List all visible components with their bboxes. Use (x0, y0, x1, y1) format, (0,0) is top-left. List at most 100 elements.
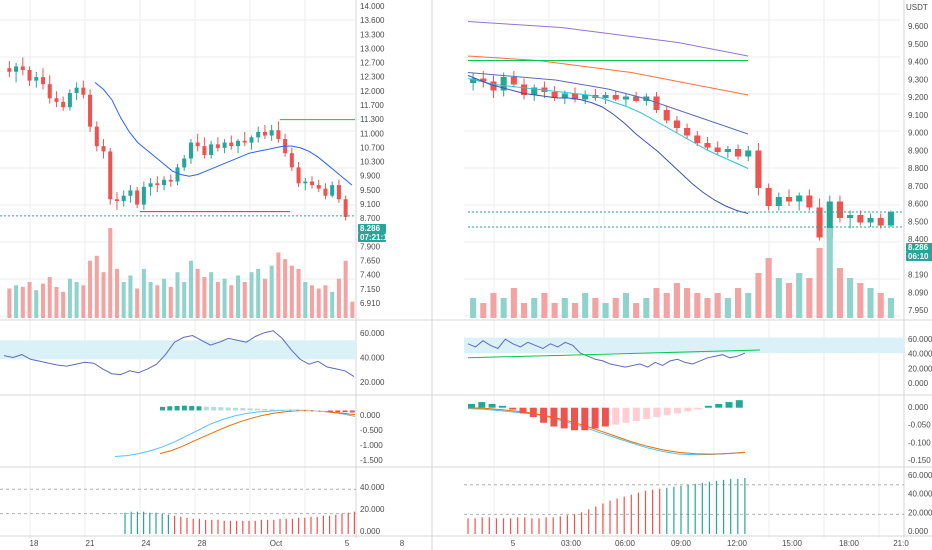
macd-axis-label: -0.050 (908, 421, 931, 430)
volume-bar (309, 285, 315, 318)
price-axis-label: 9.500 (360, 186, 381, 195)
macd-histogram-bar (488, 403, 496, 408)
candle-body (40, 77, 46, 85)
candle-body (826, 201, 833, 238)
price-axis-label: 8.090 (908, 288, 929, 297)
volume-bar (34, 290, 39, 318)
candle-body (734, 149, 742, 157)
price-axis-label: 9.400 (908, 58, 929, 67)
macd-histogram-bar (291, 410, 297, 412)
volume-bar (195, 268, 200, 318)
volume-bar (877, 293, 884, 318)
macd-histogram-bar (320, 410, 326, 412)
macd-histogram-bar (529, 407, 537, 418)
volume-bar (155, 285, 160, 318)
candle-body (269, 130, 274, 136)
price-axis-label: 8.190 (908, 271, 929, 280)
volume-bar (592, 298, 599, 318)
time-axis-label: 8 (400, 539, 405, 548)
candle-body (88, 94, 93, 127)
price-axis-label: 12.700 (360, 59, 385, 68)
volume-bar (242, 282, 247, 318)
volume-bar (141, 268, 146, 318)
volume-bar (215, 282, 220, 318)
price-axis-label: 10.300 (360, 158, 385, 167)
macd-histogram-bar (622, 407, 630, 423)
candle-body (182, 158, 187, 168)
price-axis-label: 9.300 (908, 75, 929, 84)
osc-axis-label: 60.000 (908, 471, 932, 480)
candle-body (806, 195, 813, 208)
osc-axis-label: 20.000 (360, 505, 385, 514)
macd-histogram-bar (725, 402, 733, 408)
candle-body (602, 95, 609, 98)
macd-histogram-bar (233, 407, 238, 411)
volume-bar (256, 268, 261, 318)
volume-bar (336, 278, 341, 318)
volume-bar (202, 277, 207, 318)
price-axis-label: 6.910 (360, 299, 381, 308)
osc-axis-label: 0.000 (360, 527, 381, 536)
time-axis-label: 5 (511, 539, 516, 548)
macd-histogram-bar (601, 407, 609, 427)
moving-average-line (467, 75, 749, 214)
candle-body (724, 149, 731, 152)
price-axis-label: 8.800 (908, 164, 929, 173)
rsi-band (464, 337, 904, 354)
macd-histogram-bar (704, 405, 712, 408)
macd-histogram-bar (684, 407, 692, 412)
price-axis-label: 7.650 (360, 257, 381, 266)
macd-histogram-bar (327, 410, 333, 412)
candle-body (141, 186, 146, 205)
candle-body (582, 95, 589, 100)
macd-histogram-bar (342, 410, 348, 413)
volume-bar (622, 293, 630, 318)
price-axis-label: 11.300 (360, 115, 384, 124)
volume-bar (114, 268, 119, 318)
volume-bar (785, 283, 793, 318)
last-price-tag: 8.286 (908, 243, 929, 252)
candle-body (531, 87, 538, 95)
macd-histogram-bar (181, 405, 187, 411)
volume-bar (765, 258, 772, 318)
volume-bar (81, 285, 86, 318)
macd-histogram-bar (581, 407, 589, 431)
candle-body (34, 77, 39, 81)
rsi-axis-label: 20.000 (908, 364, 932, 373)
candle-body (249, 137, 254, 143)
candle-body (168, 179, 173, 182)
countdown-tag: 06:10 (908, 252, 929, 261)
osc-axis-label: 40.000 (360, 483, 385, 492)
candle-body (673, 120, 680, 128)
volume-bar (343, 260, 348, 318)
candle-body (309, 181, 315, 186)
volume-bar (470, 298, 477, 318)
volume-bar (826, 228, 833, 318)
price-axis-label: 14.000 (360, 2, 385, 11)
candle-body (684, 128, 691, 136)
candle-body (551, 92, 558, 98)
rsi-line (3, 330, 355, 378)
candle-body (336, 185, 341, 200)
rsi-axis-label: 40.000 (360, 354, 385, 363)
candle-body (114, 199, 119, 202)
macd-histogram-bar (498, 405, 506, 408)
candle-body (755, 150, 762, 188)
chart-axes: 14.000 13.600 13.300 13.000 12.700 12.300 12.0… (30, 2, 932, 548)
candle-body (242, 140, 247, 143)
volume-bar (330, 291, 335, 318)
volume-bar (816, 248, 823, 318)
volume-bar (745, 293, 752, 318)
macd-axis-label: -0.500 (360, 426, 383, 435)
price-axis-label: 9.100 (360, 200, 381, 209)
moving-average-line (94, 82, 353, 186)
time-axis-label: 24 (142, 539, 151, 548)
volume-bar (14, 285, 19, 318)
macd-histogram-bar (715, 403, 723, 408)
candle-body (571, 93, 579, 100)
macd-histogram-bar (612, 407, 620, 425)
candle-body (215, 144, 220, 148)
